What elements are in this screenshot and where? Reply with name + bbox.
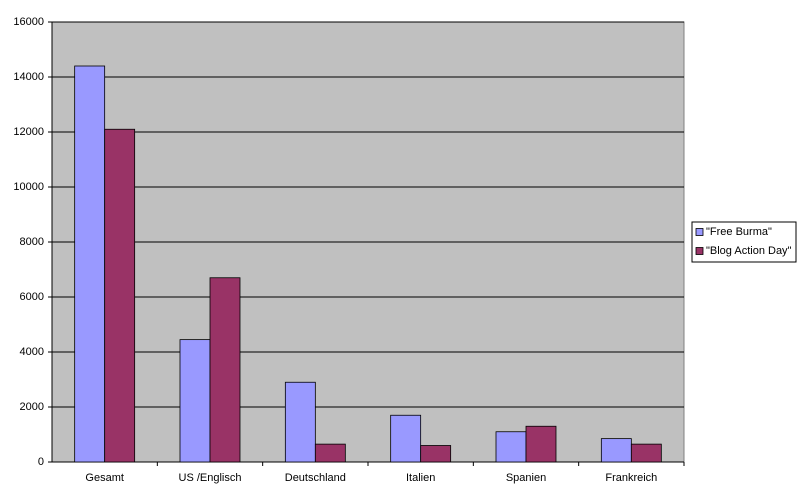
bar: [74, 65, 106, 463]
y-tick-label: 12000: [13, 126, 44, 138]
bar: [420, 445, 452, 463]
legend-box: [691, 221, 797, 263]
y-tick-label: 6000: [20, 291, 44, 303]
bar: [314, 443, 346, 463]
legend-label: "Blog Action Day": [706, 245, 792, 257]
bar: [630, 443, 662, 463]
x-tick-label: Frankreich: [605, 472, 657, 484]
x-tick-label: US /Englisch: [179, 472, 242, 484]
bar: [179, 339, 211, 463]
y-tick-label: 4000: [20, 346, 44, 358]
y-tick-label: 10000: [13, 181, 44, 193]
bar: [284, 381, 316, 463]
bar: [104, 128, 136, 463]
y-tick-label: 14000: [13, 71, 44, 83]
bar: [600, 438, 632, 463]
y-tick-label: 0: [38, 456, 44, 468]
bar: [495, 431, 527, 463]
y-tick-label: 16000: [13, 16, 44, 28]
legend-swatch: [695, 247, 704, 255]
x-tick-label: Deutschland: [285, 472, 346, 484]
bar: [390, 414, 422, 463]
legend-swatch: [695, 228, 704, 236]
x-tick-label: Italien: [406, 472, 435, 484]
y-tick-label: 2000: [20, 401, 44, 413]
x-tick-label: Spanien: [506, 472, 546, 484]
bar: [209, 277, 241, 463]
bar: [525, 425, 557, 463]
x-tick-label: Gesamt: [85, 472, 124, 484]
legend-label: "Free Burma": [706, 226, 772, 238]
y-tick-label: 8000: [20, 236, 44, 248]
